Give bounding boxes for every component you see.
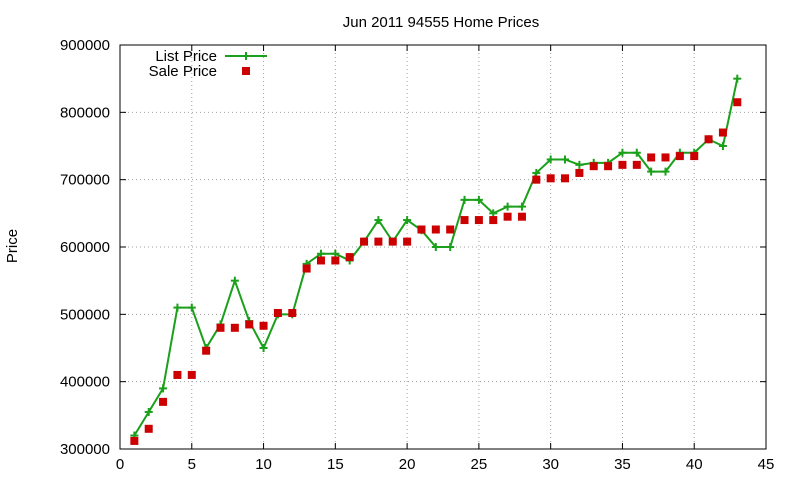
legend-sale-price-marker bbox=[242, 67, 250, 75]
sale-price-point bbox=[532, 175, 541, 184]
sale-price-point bbox=[417, 225, 426, 234]
list-price-point bbox=[474, 195, 483, 204]
x-tick-label: 0 bbox=[116, 456, 124, 473]
x-tick-label: 30 bbox=[542, 456, 559, 473]
sale-price-point bbox=[130, 436, 139, 445]
x-tick-label: 15 bbox=[327, 456, 344, 473]
list-price-point bbox=[159, 384, 168, 393]
sale-price-point bbox=[632, 160, 641, 169]
y-tick-label: 800000 bbox=[60, 104, 110, 121]
legend-label-list-price: List Price bbox=[155, 48, 217, 65]
y-axis-label: Price bbox=[4, 229, 21, 263]
sale-price-point bbox=[647, 153, 656, 162]
list-price-point bbox=[503, 202, 512, 211]
sale-price-point bbox=[503, 212, 512, 221]
sale-price-point bbox=[388, 237, 397, 246]
sale-price-point bbox=[345, 253, 354, 262]
x-tick-label: 10 bbox=[255, 456, 272, 473]
list-price-point bbox=[259, 344, 268, 352]
sale-price-point bbox=[517, 212, 526, 221]
legend: List Price Sale Price bbox=[149, 48, 267, 80]
sale-price-point bbox=[561, 174, 570, 183]
y-tick-label: 500000 bbox=[60, 306, 110, 323]
sale-price-point bbox=[187, 370, 196, 379]
x-tick-label: 35 bbox=[614, 456, 631, 473]
sale-price-point bbox=[316, 256, 325, 265]
grid-lines bbox=[120, 45, 766, 449]
x-tick-label: 25 bbox=[471, 456, 488, 473]
list-price-point bbox=[661, 167, 670, 176]
sale-price-point bbox=[446, 225, 455, 234]
sale-price-point bbox=[704, 135, 713, 144]
list-price-point bbox=[431, 243, 440, 251]
list-price-point bbox=[632, 148, 641, 157]
list-price-point bbox=[546, 155, 555, 164]
sale-price-point bbox=[661, 153, 670, 162]
sale-price-point bbox=[273, 308, 282, 317]
sale-price-point bbox=[403, 237, 412, 246]
list-price-point bbox=[230, 276, 239, 285]
list-price-point bbox=[718, 142, 727, 150]
x-tick-label: 45 bbox=[758, 456, 775, 473]
list-price-point bbox=[489, 209, 498, 218]
y-tick-label: 900000 bbox=[60, 37, 110, 54]
list-price-point bbox=[618, 148, 627, 157]
sale-price-point bbox=[460, 216, 469, 225]
sale-price-point bbox=[144, 424, 153, 433]
list-price-point bbox=[316, 249, 325, 258]
sale-price-point bbox=[173, 370, 182, 379]
list-price-point bbox=[374, 216, 383, 225]
list-price-point bbox=[733, 74, 742, 83]
y-tick-label: 600000 bbox=[60, 239, 110, 256]
list-price-point bbox=[561, 155, 570, 164]
sale-price-point bbox=[202, 346, 211, 355]
sale-price-point bbox=[718, 128, 727, 137]
sale-price-point bbox=[288, 308, 297, 317]
sale-price-point bbox=[230, 323, 239, 332]
sale-price-point bbox=[690, 152, 699, 161]
legend-label-sale-price: Sale Price bbox=[149, 63, 217, 80]
sale-price-point bbox=[489, 216, 498, 225]
list-price-point bbox=[446, 243, 455, 251]
list-price-point bbox=[532, 168, 541, 177]
sale-price-point bbox=[604, 162, 613, 171]
list-price-point bbox=[403, 216, 412, 225]
sale-price-point bbox=[302, 264, 311, 273]
list-price-point bbox=[575, 160, 584, 169]
sale-price-point bbox=[259, 321, 268, 330]
list-price-point bbox=[173, 303, 182, 312]
y-tick-label: 300000 bbox=[60, 441, 110, 458]
sale-price-point bbox=[360, 237, 369, 246]
sale-price-point bbox=[575, 168, 584, 177]
y-tick-label: 700000 bbox=[60, 172, 110, 189]
list-price-point bbox=[144, 407, 153, 416]
sale-price-point bbox=[331, 256, 340, 265]
sale-price-point bbox=[618, 160, 627, 169]
list-price-point bbox=[187, 303, 196, 312]
sale-price-point bbox=[431, 225, 440, 234]
sale-price-point bbox=[216, 323, 225, 332]
data-series bbox=[130, 74, 742, 445]
list-price-point bbox=[460, 195, 469, 204]
list-price-point bbox=[647, 167, 656, 176]
x-tick-label: 20 bbox=[399, 456, 416, 473]
x-tick-label: 40 bbox=[686, 456, 703, 473]
sale-price-point bbox=[374, 237, 383, 246]
sale-price-point bbox=[589, 162, 598, 171]
x-tick-label: 5 bbox=[188, 456, 196, 473]
axes: 0 5 10 15 20 25 30 35 40 45 300000 400000 500000 6000… bbox=[60, 37, 774, 473]
list-price-point bbox=[331, 249, 340, 258]
chart-title: Jun 2011 94555 Home Prices bbox=[343, 14, 540, 31]
sale-price-point bbox=[159, 397, 168, 406]
sale-price-point bbox=[675, 152, 684, 161]
sale-price-point bbox=[733, 98, 742, 107]
y-tick-label: 400000 bbox=[60, 374, 110, 391]
sale-price-point bbox=[245, 320, 254, 329]
plot-border bbox=[119, 44, 767, 450]
sale-price-point bbox=[474, 216, 483, 225]
sale-price-point bbox=[546, 174, 555, 183]
list-price-point bbox=[517, 202, 526, 211]
